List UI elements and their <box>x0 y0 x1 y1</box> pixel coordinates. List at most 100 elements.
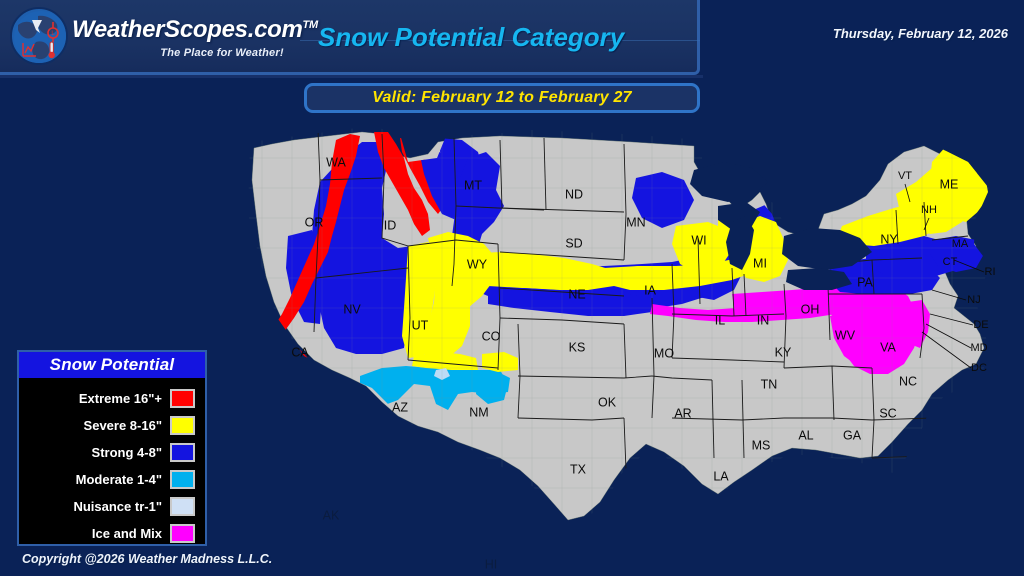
ocean-labels: AK HI <box>323 508 498 571</box>
state-label-ct: CT <box>943 256 958 268</box>
region-moderate-arizona-nm <box>360 366 510 410</box>
state-label-ky: KY <box>775 345 792 359</box>
state-label-or: OR <box>305 215 324 229</box>
state-label-il: IL <box>715 313 725 327</box>
region-severe-four-corners <box>412 352 478 370</box>
state-label-pa: PA <box>857 275 873 289</box>
state-label-al: AL <box>798 428 813 442</box>
state-label-ri: RI <box>985 266 996 278</box>
state-label-dc: DC <box>971 362 987 374</box>
region-moderate-nm-lobe <box>476 370 508 404</box>
legend-item-severe: Severe 8-16" <box>19 413 205 438</box>
brand-name: WeatherScopes.comTM <box>72 16 319 43</box>
region-nuisance-patch <box>434 368 450 380</box>
state-label-nd: ND <box>565 187 583 201</box>
us-snow-potential-map: WA OR ID MT ND SD WY NV UT CA CO NE IA MN WI MI KS MO IL IN… <box>232 118 1024 576</box>
state-label-az: AZ <box>392 400 408 414</box>
legend-item-label: Moderate 1-4" <box>75 472 162 487</box>
region-severe-colorado-front <box>436 290 470 358</box>
state-label-ia: IA <box>644 283 656 297</box>
state-label-nm: NM <box>469 405 488 419</box>
legend-title-bar: Snow Potential <box>19 352 205 378</box>
state-label-va: VA <box>880 340 896 354</box>
state-label-de: DE <box>973 319 988 331</box>
region-severe-wy-plains-belt <box>432 252 614 290</box>
state-label-ny: NY <box>880 232 898 246</box>
legend-item-extreme: Extreme 16"+ <box>19 386 205 411</box>
state-label-wv: WV <box>835 328 856 342</box>
legend-item-ice: Ice and Mix <box>19 521 205 546</box>
state-label-ut: UT <box>412 318 429 332</box>
region-extreme-northern-rockies <box>374 132 430 236</box>
map-svg: WA OR ID MT ND SD WY NV UT CA CO NE IA MN WI MI KS MO IL IN… <box>232 118 1024 576</box>
brand-tagline: The Place for Weather! <box>160 47 284 59</box>
ocean-label-ak: AK <box>323 508 340 522</box>
legend-item-label: Nuisance tr-1" <box>73 499 162 514</box>
state-label-ne: NE <box>568 287 585 301</box>
legend-item-label: Severe 8-16" <box>83 418 162 433</box>
legend-item-moderate: Moderate 1-4" <box>19 467 205 492</box>
brand-block: WeatherScopes.comTM The Place for Weathe… <box>72 16 372 59</box>
legend-panel: Snow Potential Extreme 16"+ Severe 8-16" S… <box>17 350 207 546</box>
legend-item-swatch-extreme <box>170 389 195 408</box>
state-label-sd: SD <box>565 236 582 250</box>
state-label-ok: OK <box>598 395 617 409</box>
great-lakes <box>690 162 872 290</box>
logo: L <box>10 7 68 65</box>
legend-item-swatch-severe <box>170 416 195 435</box>
region-extreme-cascades <box>262 134 360 350</box>
state-label-co: CO <box>482 329 501 343</box>
state-label-id: ID <box>384 218 397 232</box>
valid-period-banner: Valid: February 12 to February 27 <box>304 83 700 113</box>
state-labels: WA OR ID MT ND SD WY NV UT CA CO NE IA MN WI MI KS MO IL IN… <box>291 155 995 483</box>
header-divider-line <box>300 40 700 41</box>
region-strong-id-panhandle <box>418 146 464 220</box>
state-label-mo: MO <box>654 346 674 360</box>
legend-item-strong: Strong 4-8" <box>19 440 205 465</box>
region-severe-wisconsin <box>672 222 732 274</box>
state-label-tx: TX <box>570 462 587 476</box>
legend-title: Snow Potential <box>49 355 175 374</box>
state-label-vt: VT <box>898 170 912 182</box>
state-borders <box>313 129 969 471</box>
legend-item-swatch-strong <box>170 443 195 462</box>
state-label-wi: WI <box>691 233 706 247</box>
valid-period-text: Valid: February 12 to February 27 <box>372 89 632 106</box>
state-label-mi: MI <box>753 256 767 270</box>
state-label-mt: MT <box>464 178 482 192</box>
label-leader-lines <box>904 183 985 369</box>
state-label-tn: TN <box>761 377 778 391</box>
ocean-label-hi: HI <box>485 557 498 571</box>
legend-item-nuisance: Nuisance tr-1" <box>19 494 205 519</box>
header-panel: L WeatherScopes.comTM The Place for Weat… <box>0 0 703 78</box>
legend-item-swatch-nuisance <box>170 497 195 516</box>
page-title: Snow Potential Category <box>318 22 625 52</box>
svg-text:L: L <box>51 31 55 37</box>
issue-date: Thursday, February 12, 2026 <box>832 26 1008 41</box>
state-label-ga: GA <box>843 428 862 442</box>
state-label-ma: MA <box>952 238 969 250</box>
land-base <box>251 131 985 521</box>
region-ice-virginia <box>830 314 900 370</box>
state-label-sc: SC <box>879 406 896 420</box>
legend-item-label: Ice and Mix <box>91 526 162 541</box>
state-label-ms: MS <box>752 438 771 452</box>
county-lines <box>248 126 992 522</box>
globe-weather-icon: L <box>10 7 68 65</box>
snow-category-regions <box>262 132 988 410</box>
legend-item-swatch-ice <box>170 524 195 543</box>
state-label-nv: NV <box>343 302 361 316</box>
state-label-nc: NC <box>899 374 917 388</box>
state-label-ks: KS <box>569 340 586 354</box>
copyright-text: Copyright @2026 Weather Madness L.L.C. <box>22 552 273 566</box>
trademark-mark: TM <box>302 19 319 31</box>
state-label-mn: MN <box>626 215 645 229</box>
state-label-md: MD <box>970 342 987 354</box>
legend-item-label: Extreme 16"+ <box>78 391 162 406</box>
state-label-wy: WY <box>467 257 488 271</box>
state-label-me: ME <box>940 177 959 191</box>
state-label-in: IN <box>757 313 770 327</box>
state-label-oh: OH <box>801 302 820 316</box>
region-strong-southern-new-england <box>930 236 984 272</box>
state-label-wa: WA <box>326 155 346 169</box>
